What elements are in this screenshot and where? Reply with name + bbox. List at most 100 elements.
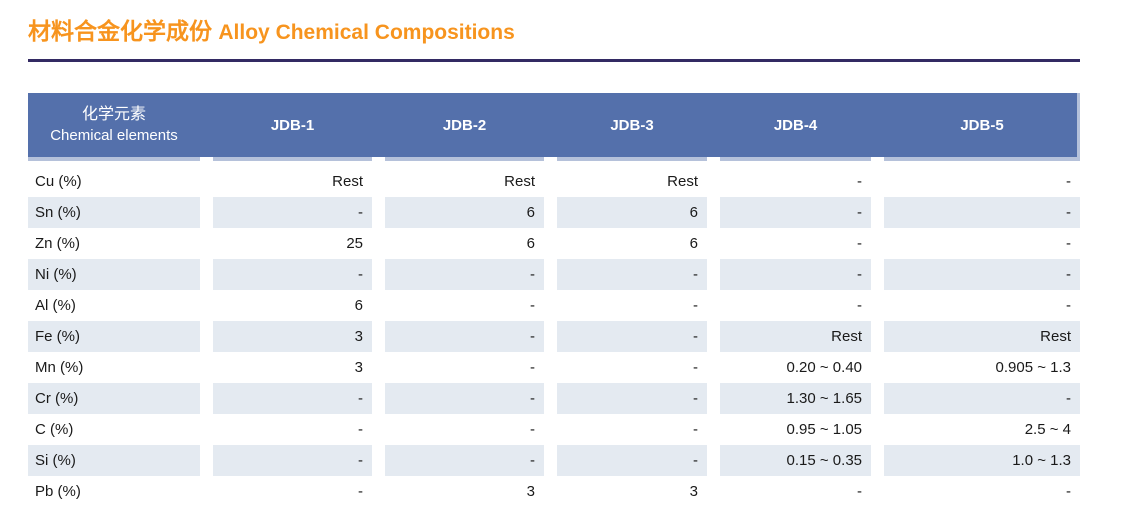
column-header-jdb5: JDB-5	[960, 116, 1004, 134]
value-cell: 6	[557, 197, 707, 228]
value-cell: -	[557, 321, 707, 352]
value-cell: 1.0 ~ 1.3	[884, 445, 1080, 476]
table-row: C (%) - - - 0.95 ~ 1.05 2.5 ~ 4	[28, 414, 1080, 445]
element-label-cell: Cr (%)	[28, 383, 200, 414]
value-cell: -	[213, 197, 372, 228]
element-label-cell: C (%)	[35, 421, 74, 438]
table-row: Zn (%) 25 6 6 - -	[28, 228, 1080, 259]
value-cell: -	[385, 445, 544, 476]
value-cell: 0.95 ~ 1.05	[786, 421, 862, 438]
table-row: Cu (%) Rest Rest Rest - -	[28, 166, 1080, 197]
value-cell: 0.905 ~ 1.3	[995, 359, 1071, 376]
table-row: Cr (%) - - -1.30 ~ 1.65-	[28, 383, 1080, 414]
table-row: Al (%) 6 - - - -	[28, 290, 1080, 321]
header-strip-segment	[385, 157, 544, 161]
value-cell: -	[358, 483, 363, 500]
element-label-cell: Si (%)	[28, 445, 200, 476]
value-cell: 6	[689, 235, 698, 252]
table-row: Pb (%) - 3 3 - -	[28, 476, 1080, 507]
value-cell: 6	[526, 235, 535, 252]
value-cell: 0.15 ~ 0.35	[720, 445, 871, 476]
value-cell: Rest	[504, 173, 535, 190]
table-row: Si (%) - - -0.15 ~ 0.35 1.0 ~ 1.3	[28, 445, 1080, 476]
title-divider-rule	[28, 59, 1080, 62]
alloy-composition-table: 化学元素 Chemical elements JDB-1 JDB-2 JDB-3…	[28, 93, 1080, 507]
value-cell: -	[693, 421, 698, 438]
value-cell: 25	[346, 235, 363, 252]
column-header-jdb4: JDB-4	[773, 116, 818, 134]
header-strip-segment	[557, 157, 707, 161]
value-cell: -	[884, 259, 1080, 290]
value-cell: -	[385, 321, 544, 352]
value-cell: 3	[213, 321, 372, 352]
value-cell: -	[884, 197, 1080, 228]
page-title: 材料合金化学成份 Alloy Chemical Compositions	[28, 0, 1080, 48]
header-strip-segment	[213, 157, 372, 161]
value-cell: Rest	[720, 321, 871, 352]
value-cell: -	[530, 359, 535, 376]
value-cell: 6	[385, 197, 544, 228]
value-cell: -	[530, 297, 535, 314]
value-cell: -	[720, 197, 871, 228]
element-label-cell: Mn (%)	[35, 359, 84, 376]
element-label-cell: Zn (%)	[35, 235, 80, 252]
table-row: Mn (%) 3 - - 0.20 ~ 0.40 0.905 ~ 1.3	[28, 352, 1080, 383]
value-cell: -	[884, 383, 1080, 414]
page-title-chinese: 材料合金化学成份	[28, 18, 212, 44]
value-cell: -	[857, 297, 862, 314]
header-strip-segment	[720, 157, 871, 161]
value-cell: -	[358, 421, 363, 438]
column-header-chemical-elements-en: Chemical elements	[50, 126, 178, 144]
value-cell: 6	[354, 297, 363, 314]
value-cell: Rest	[332, 173, 363, 190]
value-cell: Rest	[667, 173, 698, 190]
element-label-cell: Al (%)	[35, 297, 76, 314]
element-label-cell: Fe (%)	[28, 321, 200, 352]
value-cell: 3	[526, 483, 535, 500]
value-cell: -	[557, 445, 707, 476]
column-header-chemical-elements: 化学元素 Chemical elements	[28, 105, 200, 145]
value-cell: -	[857, 173, 862, 190]
value-cell: Rest	[884, 321, 1080, 352]
value-cell: -	[385, 383, 544, 414]
value-cell: 3	[354, 359, 363, 376]
header-strip-segment	[28, 157, 200, 161]
element-label-cell: Cu (%)	[35, 173, 82, 190]
element-label-cell: Ni (%)	[28, 259, 200, 290]
value-cell: -	[693, 359, 698, 376]
column-header-jdb3: JDB-3	[610, 116, 654, 134]
value-cell: -	[720, 259, 871, 290]
value-cell: -	[1066, 483, 1071, 500]
value-cell: -	[213, 383, 372, 414]
value-cell: -	[213, 445, 372, 476]
value-cell: 0.20 ~ 0.40	[786, 359, 862, 376]
value-cell: -	[385, 259, 544, 290]
value-cell: -	[1066, 173, 1071, 190]
column-header-chemical-elements-zh: 化学元素	[81, 105, 146, 123]
column-header-jdb2: JDB-2	[442, 116, 487, 134]
table-header-bottom-strip	[28, 157, 1080, 161]
header-strip-segment	[884, 157, 1080, 161]
value-cell: 3	[689, 483, 698, 500]
table-row: Ni (%) -----	[28, 259, 1080, 290]
value-cell: -	[693, 297, 698, 314]
value-cell: -	[213, 259, 372, 290]
value-cell: -	[557, 259, 707, 290]
value-cell: -	[1066, 235, 1071, 252]
value-cell: -	[557, 383, 707, 414]
page-title-english: Alloy Chemical Compositions	[218, 21, 515, 44]
table-header-row: 化学元素 Chemical elements JDB-1 JDB-2 JDB-3…	[28, 93, 1080, 157]
value-cell: -	[1066, 297, 1071, 314]
value-cell: -	[857, 235, 862, 252]
table-row: Fe (%) 3- - Rest Rest	[28, 321, 1080, 352]
value-cell: -	[857, 483, 862, 500]
element-label-cell: Sn (%)	[28, 197, 200, 228]
value-cell: 1.30 ~ 1.65	[720, 383, 871, 414]
element-label-cell: Pb (%)	[35, 483, 81, 500]
column-header-jdb1: JDB-1	[270, 116, 315, 134]
value-cell: 2.5 ~ 4	[1024, 421, 1071, 438]
value-cell: -	[530, 421, 535, 438]
